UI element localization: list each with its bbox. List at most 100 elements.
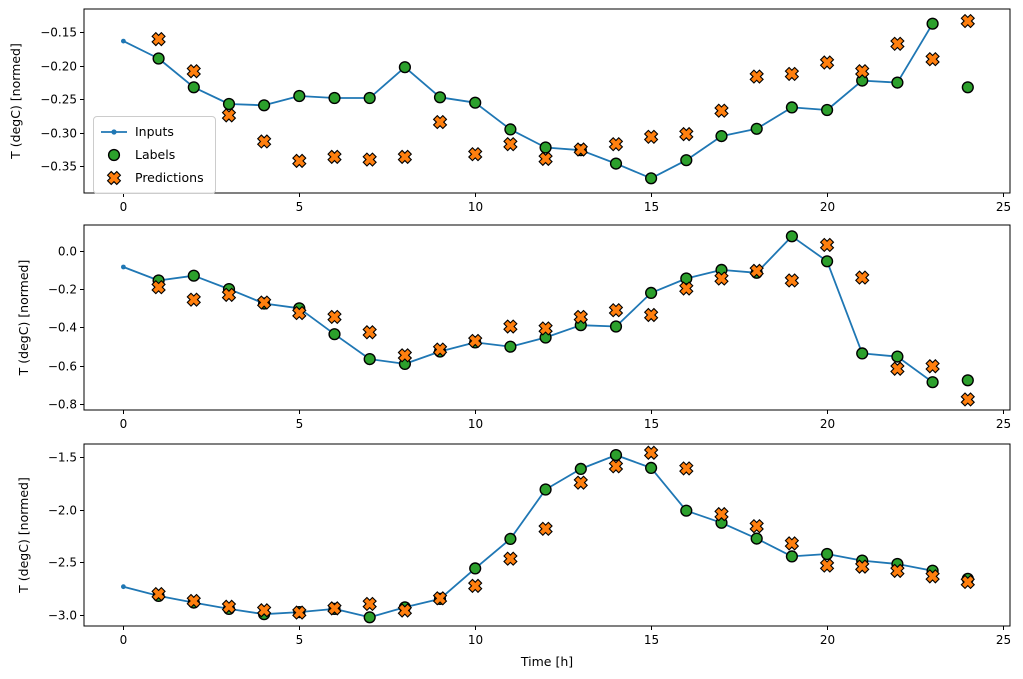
panel-3: 0 5 10 15 20 25 −1.5 −2.0 −2.5 −3.0 T (degC) [norm… xyxy=(16,443,1011,669)
prediction-point xyxy=(819,237,835,253)
prediction-point xyxy=(292,605,307,620)
y-tick-label: 0.0 xyxy=(58,245,77,259)
legend-item-inputs: Inputs xyxy=(99,122,204,142)
label-point xyxy=(222,97,236,111)
label-point xyxy=(504,123,517,136)
prediction-point xyxy=(819,558,835,573)
prediction-point xyxy=(643,129,659,145)
y-tick-label: −3.0 xyxy=(48,609,77,623)
label-point xyxy=(433,91,447,104)
label-point xyxy=(363,353,376,366)
x-tick-label: 20 xyxy=(820,200,835,214)
prediction-point xyxy=(608,136,624,152)
legend-label-predictions: Predictions xyxy=(135,170,204,185)
label-point xyxy=(961,81,974,94)
label-point xyxy=(363,91,376,105)
prediction-point xyxy=(362,596,377,612)
label-point xyxy=(680,272,693,285)
prediction-point xyxy=(327,149,342,165)
label-point xyxy=(820,547,834,561)
prediction-point xyxy=(151,279,166,295)
panel-2: 0 5 10 15 20 25 0.0 −0.2 −0.4 −0.6 −0.8 T (degC) [n… xyxy=(16,224,1011,431)
axes-frame xyxy=(83,443,1011,627)
prediction-point xyxy=(468,146,483,162)
label-point xyxy=(785,230,799,243)
prediction-point xyxy=(186,292,201,307)
label-point xyxy=(398,61,412,74)
y-tick-label: −0.25 xyxy=(40,93,77,107)
legend-item-labels: Labels xyxy=(99,145,204,165)
prediction-point xyxy=(573,475,588,490)
prediction-point xyxy=(503,319,518,334)
label-point xyxy=(644,286,658,300)
y-tick-label: −0.30 xyxy=(40,127,77,141)
y-tick-label: −0.20 xyxy=(40,60,77,74)
x-axis-label: Time [h] xyxy=(520,654,573,669)
prediction-point xyxy=(397,603,413,618)
legend-label-labels: Labels xyxy=(135,147,176,162)
legend-label-inputs: Inputs xyxy=(135,124,174,139)
x-tick-label: 15 xyxy=(644,633,659,647)
label-point xyxy=(504,340,517,353)
prediction-point xyxy=(714,271,729,286)
prediction-point xyxy=(538,521,553,537)
prediction-point xyxy=(573,309,588,325)
panel-1: 0 5 10 15 20 25 −0.15 −0.20 −0.25 −0.30 −0.35 T (de… xyxy=(8,8,1011,214)
prediction-point xyxy=(432,591,448,606)
label-point xyxy=(469,562,482,575)
y-axis-label: T (degC) [normed] xyxy=(16,477,31,594)
prediction-point xyxy=(538,321,553,336)
prediction-point xyxy=(679,461,694,476)
x-tick-label: 25 xyxy=(996,417,1011,431)
y-tick-label: −0.15 xyxy=(40,26,77,40)
prediction-point xyxy=(327,309,342,325)
prediction-point xyxy=(256,295,272,310)
prediction-point xyxy=(714,103,729,118)
label-point xyxy=(152,52,165,65)
prediction-point xyxy=(256,134,272,149)
prediction-point xyxy=(221,599,237,614)
label-point xyxy=(926,376,939,389)
prediction-point xyxy=(714,506,729,522)
prediction-point xyxy=(256,603,272,618)
prediction-point xyxy=(221,287,237,303)
y-tick-label: −1.5 xyxy=(48,451,77,465)
label-point xyxy=(785,101,799,114)
prediction-point xyxy=(890,563,905,579)
prediction-point xyxy=(362,325,377,340)
prediction-point xyxy=(679,126,694,142)
prediction-point xyxy=(327,601,342,616)
labels-circle-icon xyxy=(107,148,121,162)
x-tick-label: 25 xyxy=(996,633,1011,647)
prediction-point xyxy=(573,142,588,157)
prediction-point xyxy=(503,551,518,566)
legend-item-predictions: Predictions xyxy=(99,168,204,188)
prediction-point xyxy=(432,114,448,130)
label-point xyxy=(820,103,834,117)
label-point xyxy=(715,130,728,143)
y-tick-label: −2.0 xyxy=(48,504,77,518)
prediction-point xyxy=(784,273,800,288)
x-tick-label: 15 xyxy=(644,417,659,431)
prediction-point xyxy=(679,281,694,296)
y-axis-label: T (degC) [normed] xyxy=(16,260,31,377)
x-tick-label: 25 xyxy=(996,200,1011,214)
x-tick-label: 20 xyxy=(820,633,835,647)
label-point xyxy=(539,141,552,154)
prediction-point xyxy=(538,151,553,167)
predictions-x-icon xyxy=(106,170,122,186)
prediction-point xyxy=(784,66,800,82)
label-point xyxy=(891,76,904,89)
label-point xyxy=(680,154,693,167)
label-point xyxy=(258,99,271,112)
prediction-point xyxy=(855,559,870,574)
prediction-point xyxy=(749,263,764,279)
y-tick-label: −0.8 xyxy=(48,398,77,412)
prediction-point xyxy=(960,13,975,29)
inputs-line xyxy=(123,23,934,180)
inputs-line xyxy=(123,235,934,383)
y-tick-label: −0.6 xyxy=(48,360,77,374)
prediction-point xyxy=(643,307,659,323)
